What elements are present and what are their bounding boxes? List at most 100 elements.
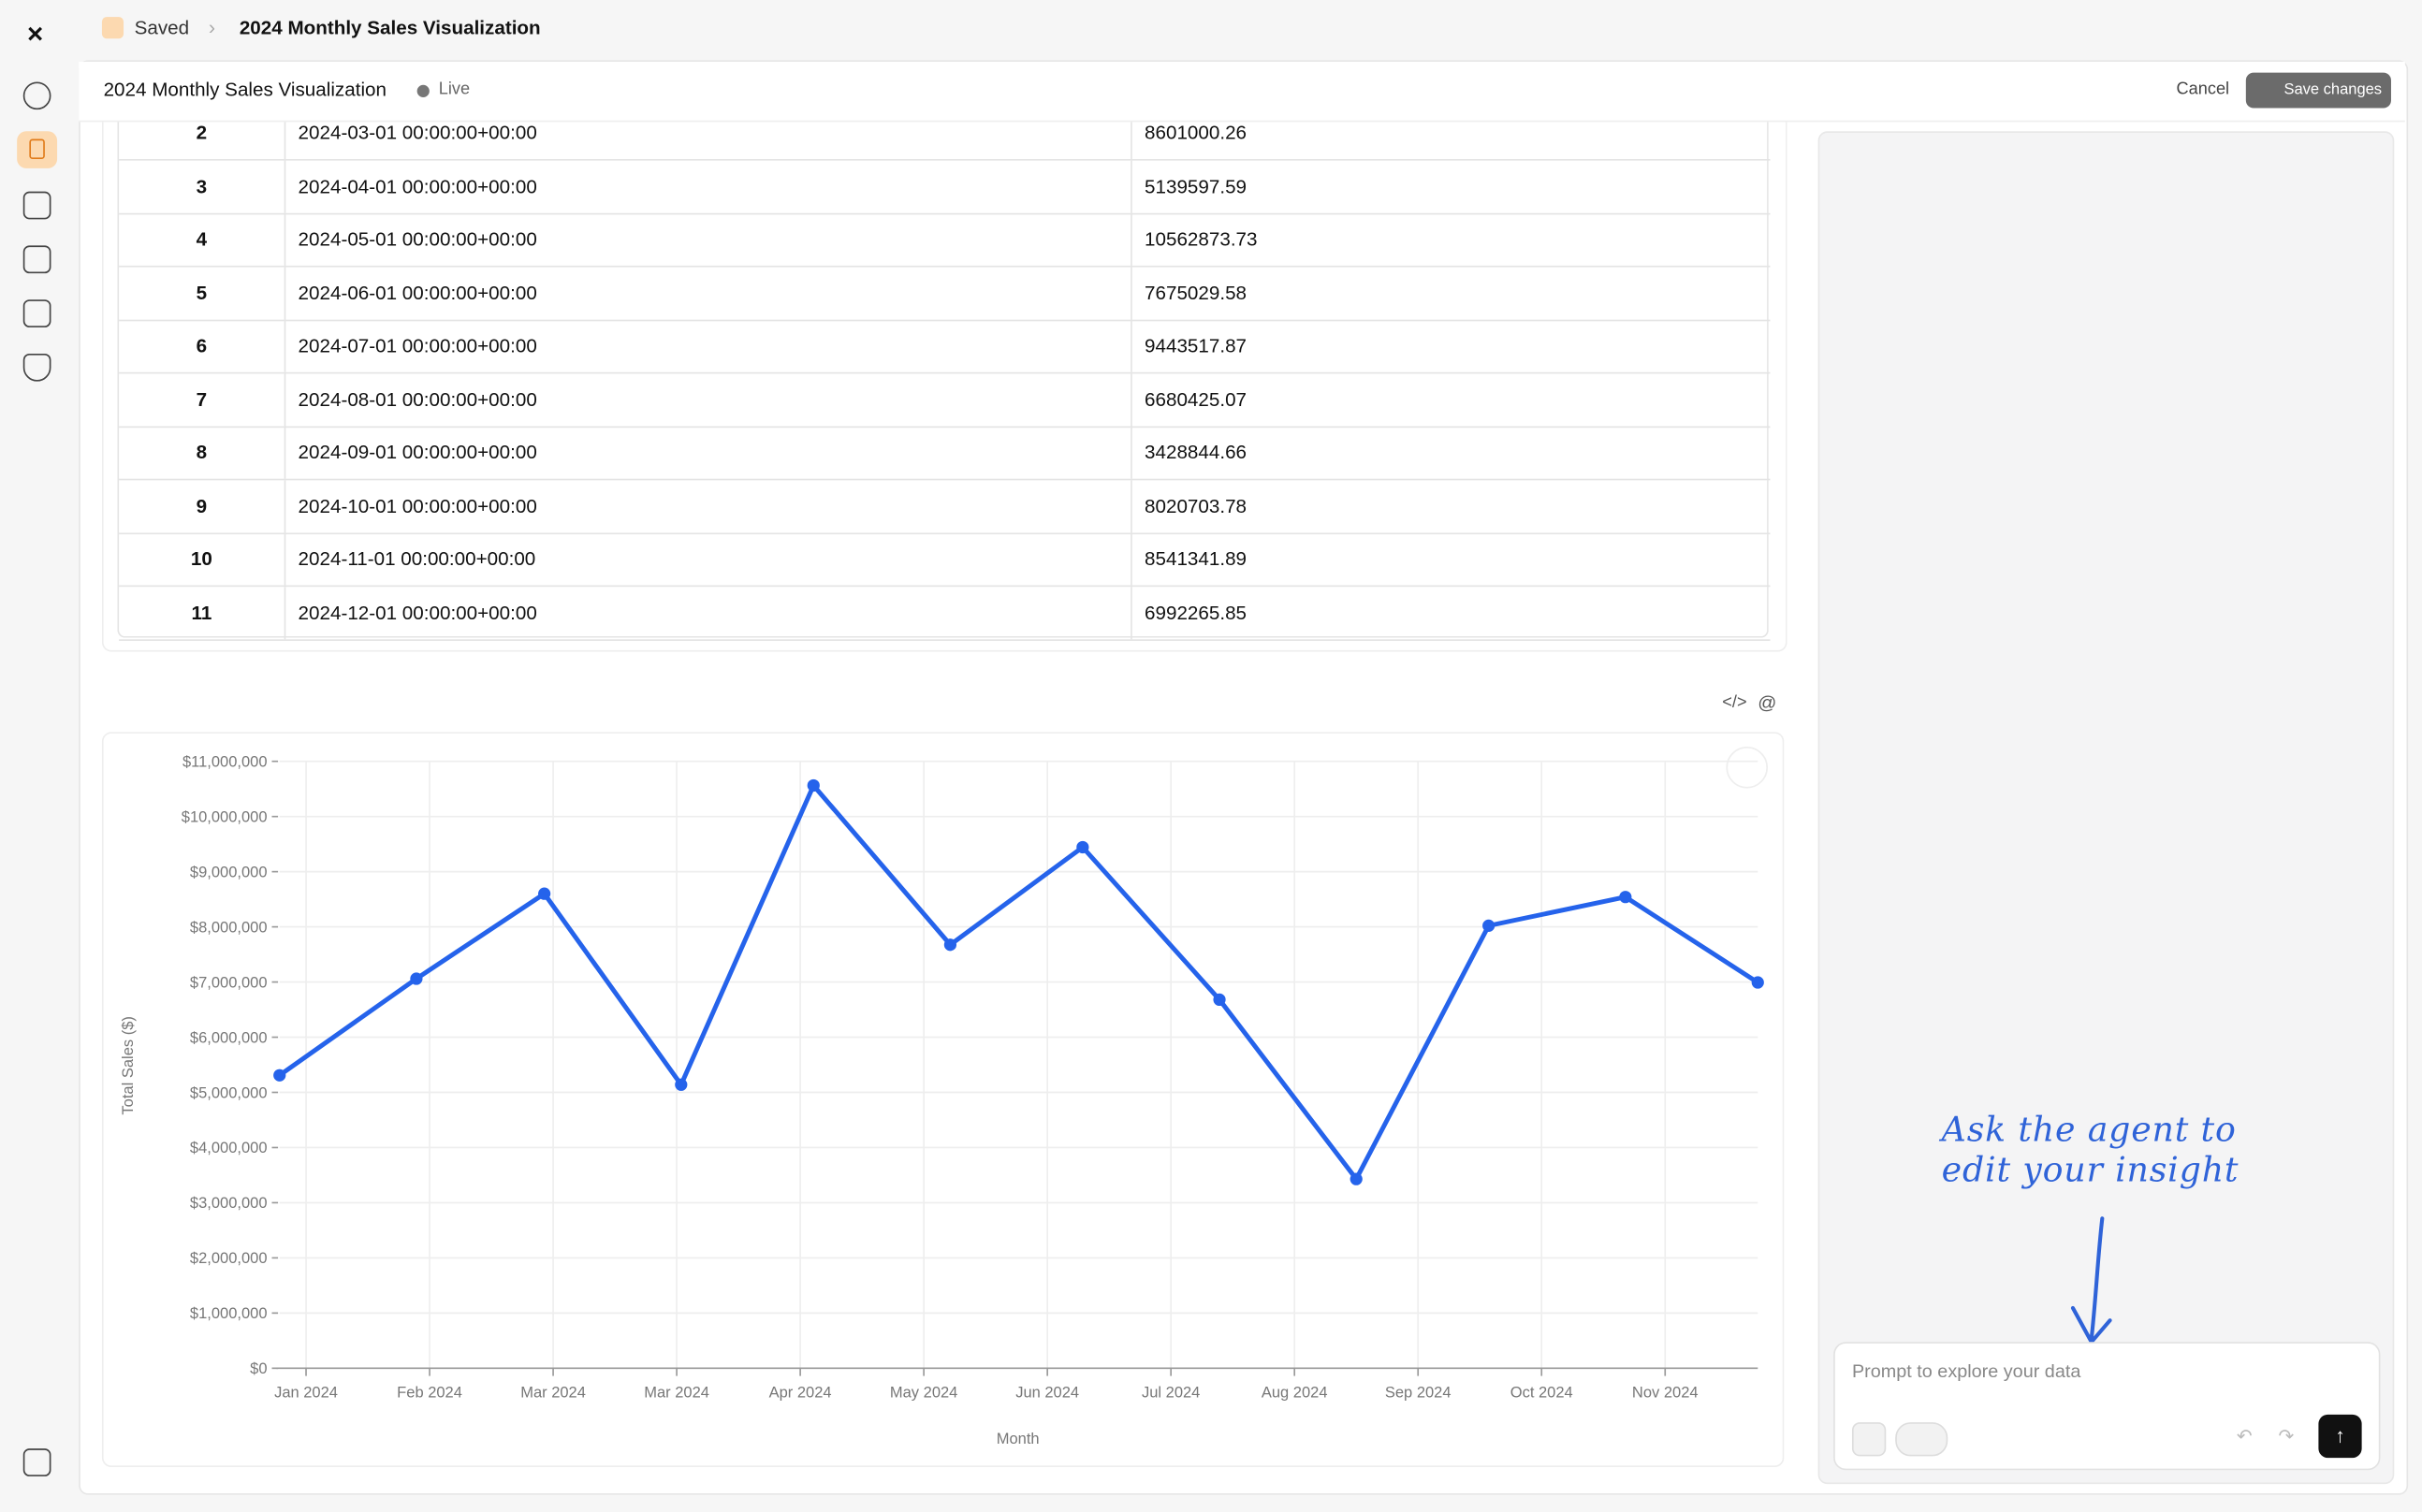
- table-border: [117, 120, 1769, 638]
- table-row: 7 2024-08-01 00:00:00+00:00 6680425.07: [119, 372, 1771, 428]
- point: [538, 887, 551, 900]
- table-cell: 2024-03-01 00:00:00+00:00: [284, 120, 1286, 160]
- x-tick-label: Nov 2024: [1632, 1385, 1699, 1402]
- mention-button[interactable]: @: [1758, 691, 1777, 714]
- live-dot: [416, 84, 430, 97]
- nav-library[interactable]: [22, 299, 51, 327]
- table-cell: 2024-06-01 00:00:00+00:00: [284, 266, 1286, 319]
- nav-saved-active[interactable]: [17, 131, 58, 168]
- mode-toggle[interactable]: [1895, 1422, 1948, 1457]
- nav-notebooks[interactable]: [22, 245, 51, 274]
- table-cell: 8601000.26: [1131, 120, 1615, 160]
- x-tick-label: Mar 2024: [520, 1385, 586, 1402]
- point: [273, 1069, 286, 1082]
- insight-title[interactable]: 2024 Monthly Sales Visualization: [103, 79, 387, 101]
- y-tick-label: $2,000,000: [190, 1250, 268, 1267]
- nav-dashboards[interactable]: [22, 191, 51, 220]
- x-tick-label: Jun 2024: [1015, 1385, 1079, 1402]
- table-cell: 2024-11-01 00:00:00+00:00: [284, 532, 1286, 586]
- point: [1213, 993, 1226, 1007]
- y-tick-label: $6,000,000: [190, 1029, 268, 1046]
- nav-security[interactable]: [22, 353, 51, 382]
- bookmark-icon: [29, 138, 45, 160]
- table-row: 11 2024-12-01 00:00:00+00:00 6992265.85: [119, 586, 1771, 641]
- table-cell: 11: [191, 601, 212, 623]
- annotation-arrow: [2070, 1216, 2112, 1345]
- x-tick-label: Jul 2024: [1142, 1385, 1200, 1402]
- send-button[interactable]: ↑: [2318, 1414, 2362, 1459]
- x-tick-label: May 2024: [890, 1385, 957, 1402]
- breadcrumb-separator: ›: [208, 15, 215, 39]
- x-axis-title: Month: [997, 1431, 1040, 1447]
- x-tick-label: Feb 2024: [397, 1385, 462, 1402]
- table-cell: 10: [190, 547, 212, 571]
- table-cell: 3: [196, 175, 208, 197]
- chart-card: [101, 732, 1785, 1467]
- table-cell: 2024-07-01 00:00:00+00:00: [284, 319, 1286, 372]
- table-cell: 2024-12-01 00:00:00+00:00: [284, 586, 1286, 639]
- table-cell: 6680425.07: [1131, 372, 1615, 426]
- y-tick-label: $4,000,000: [190, 1140, 268, 1156]
- table-cell: 5: [196, 282, 208, 304]
- table-cell: 8: [196, 442, 208, 464]
- table-row: 8 2024-09-01 00:00:00+00:00 3428844.66: [119, 426, 1771, 481]
- chart-menu[interactable]: [1726, 747, 1768, 789]
- nav-docs[interactable]: [22, 1448, 51, 1476]
- x-tick-label: Apr 2024: [769, 1385, 832, 1402]
- editor-header: 2024 Monthly Sales Visualization Live Ca…: [79, 62, 2405, 123]
- cancel-button[interactable]: Cancel: [2176, 80, 2230, 99]
- line-chart: Total Sales ($) Month $0 $1,000,000 $2,000…: [120, 747, 1768, 1447]
- table-cell: 2024-10-01 00:00:00+00:00: [284, 479, 1286, 532]
- table: 2 2024-03-01 00:00:00+00:00 8601000.26 3 202…: [104, 120, 1786, 650]
- x-tick-label: Mar 2024: [644, 1385, 709, 1402]
- point: [1751, 976, 1764, 989]
- table-row: 5 2024-06-01 00:00:00+00:00 7675029.58: [119, 266, 1771, 321]
- point: [807, 778, 820, 792]
- table-row: 10 2024-11-01 00:00:00+00:00 8541341.89: [119, 532, 1771, 588]
- undo-button[interactable]: ↶: [2236, 1425, 2253, 1447]
- y-tick-label: $10,000,000: [182, 808, 268, 825]
- x-tick-label: Sep 2024: [1385, 1385, 1452, 1402]
- table-cell: 2024-05-01 00:00:00+00:00: [284, 212, 1286, 266]
- save-button[interactable]: Save changes: [2245, 72, 2391, 109]
- y-tick-label: $7,000,000: [190, 974, 268, 991]
- table-cell: 9: [196, 494, 208, 517]
- table-cell: 8020703.78: [1131, 479, 1615, 532]
- breadcrumb-current: 2024 Monthly Sales Visualization: [239, 17, 541, 39]
- point: [410, 972, 423, 985]
- point: [1482, 919, 1496, 932]
- table-cell: 6992265.85: [1131, 586, 1615, 639]
- live-status: Live: [438, 80, 471, 99]
- assistant-panel: [1817, 131, 2395, 1485]
- breadcrumb-parent[interactable]: Saved: [134, 17, 190, 39]
- y-tick-label: $1,000,000: [190, 1305, 268, 1322]
- x-tick-label: Jan 2024: [274, 1385, 338, 1402]
- table-cell: 2024-04-01 00:00:00+00:00: [284, 159, 1286, 212]
- nav-explore[interactable]: [22, 81, 51, 110]
- y-tick-label: $0: [250, 1360, 267, 1377]
- y-tick-label: $8,000,000: [190, 919, 268, 936]
- table-cell: 10562873.73: [1131, 212, 1615, 266]
- code-toggle[interactable]: </>: [1722, 693, 1747, 712]
- logo: ✕: [26, 22, 45, 47]
- table-cell: 9443517.87: [1131, 319, 1615, 372]
- y-tick-label: $5,000,000: [190, 1084, 268, 1101]
- table-cell: 7: [196, 388, 208, 411]
- table-row: 9 2024-10-01 00:00:00+00:00 8020703.78: [119, 479, 1771, 534]
- table-cell: 5139597.59: [1131, 159, 1615, 212]
- point: [1619, 891, 1632, 904]
- prompt-box[interactable]: Prompt to explore your data ↶ ↷ ↑: [1833, 1342, 2381, 1471]
- table-panel: 2 2024-03-01 00:00:00+00:00 8601000.26 3 202…: [101, 120, 1787, 652]
- x-tick-label: Aug 2024: [1262, 1385, 1328, 1402]
- sidebar: ✕: [0, 0, 78, 1512]
- y-tick-label: $11,000,000: [182, 753, 268, 770]
- table-row: 3 2024-04-01 00:00:00+00:00 5139597.59: [119, 159, 1771, 214]
- table-cell: 2024-08-01 00:00:00+00:00: [284, 372, 1286, 426]
- point: [1076, 840, 1089, 854]
- table-cell: 8541341.89: [1131, 532, 1615, 586]
- attach-button[interactable]: [1851, 1422, 1887, 1457]
- redo-button[interactable]: ↷: [2278, 1425, 2295, 1447]
- annotation: Ask the agent to edit your insight: [1942, 1112, 2240, 1192]
- prompt-placeholder: Prompt to explore your data: [1851, 1360, 2081, 1383]
- y-tick-label: $3,000,000: [190, 1195, 268, 1212]
